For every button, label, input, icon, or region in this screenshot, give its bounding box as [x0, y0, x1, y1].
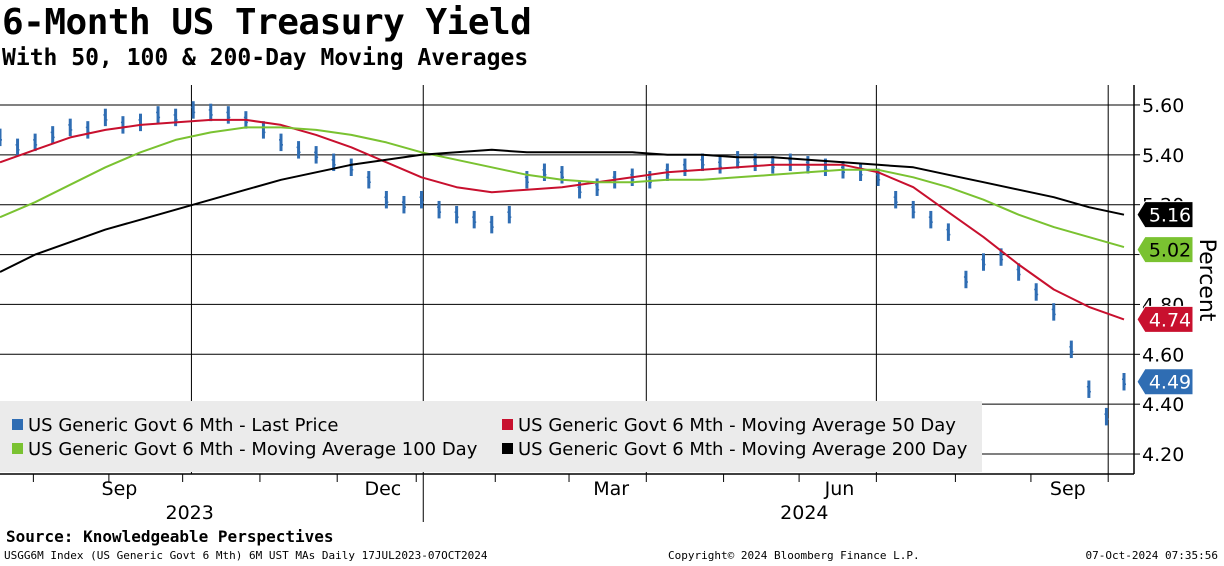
ma100-line: [0, 126, 1125, 249]
year-label: 2024: [780, 502, 828, 524]
x-tick-label: Jun: [824, 478, 855, 500]
legend-swatch-ma50: [502, 419, 513, 430]
x-tick-label: Mar: [593, 478, 629, 500]
chart-subtitle: With 50, 100 & 200-Day Moving Averages: [2, 45, 529, 71]
last-value-tag-price: [1136, 368, 1194, 396]
index-info: USGG6M Index (US Generic Govt 6 Mth) 6M …: [4, 549, 488, 562]
y-tick-label: 4.60: [1142, 344, 1184, 366]
y-axis-title: Percent: [1194, 239, 1219, 322]
x-tick-label: Dec: [364, 478, 401, 500]
legend-swatch-ma200: [502, 443, 513, 454]
timestamp: 07-Oct-2024 07:35:56: [1085, 549, 1218, 562]
legend-swatch-price: [12, 419, 23, 430]
year-label: 2023: [165, 502, 213, 524]
legend-swatch-ma100: [12, 443, 23, 454]
chart-title: 6-Month US Treasury Yield: [2, 2, 532, 43]
y-tick-label: 4.20: [1142, 444, 1184, 466]
y-tick-label: 4.40: [1142, 394, 1184, 416]
y-tick-label: 5.60: [1142, 95, 1184, 117]
x-tick-label: Sep: [1050, 478, 1086, 500]
source-note: Source: Knowledgeable Perspectives: [6, 527, 334, 546]
legend-box: [0, 401, 982, 472]
last-value-tag-ma100: [1136, 236, 1194, 264]
y-tick-label: 5.40: [1142, 145, 1184, 167]
legend-label-ma50: US Generic Govt 6 Mth - Moving Average 5…: [518, 415, 956, 436]
last-value-label-ma200: 5.16: [1149, 205, 1191, 227]
legend-label-ma200: US Generic Govt 6 Mth - Moving Average 2…: [518, 439, 968, 460]
ma50-line: [0, 118, 1125, 321]
x-tick-label: Sep: [102, 478, 138, 500]
copyright: Copyright© 2024 Bloomberg Finance L.P.: [668, 549, 920, 562]
last-value-tag-ma200: [1136, 201, 1194, 229]
legend-label-ma100: US Generic Govt 6 Mth - Moving Average 1…: [28, 439, 478, 460]
last-value-label-ma50: 4.74: [1149, 309, 1191, 331]
last-value-label-ma100: 5.02: [1149, 240, 1191, 262]
last-value-tag-ma50: [1136, 305, 1194, 333]
last-value-label-price: 4.49: [1149, 372, 1191, 394]
legend-label-price: US Generic Govt 6 Mth - Last Price: [28, 415, 338, 436]
ma200-line: [0, 148, 1125, 273]
